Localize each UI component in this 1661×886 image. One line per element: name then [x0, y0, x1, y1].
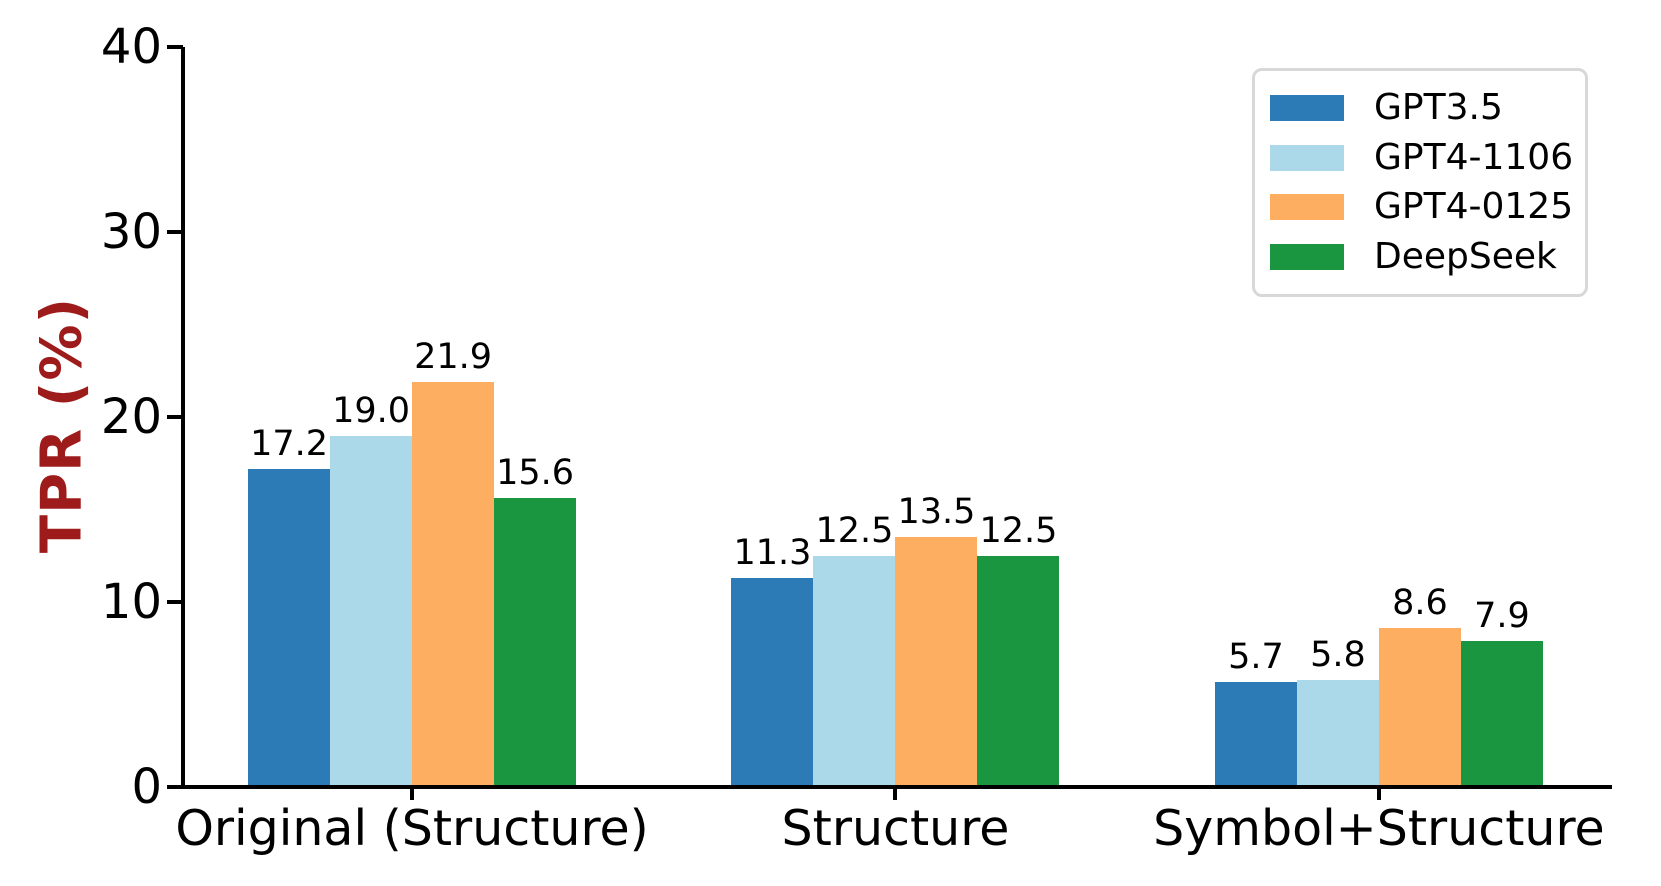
y-tick-mark — [167, 45, 183, 49]
legend-swatch-gpt3-5 — [1270, 95, 1344, 122]
bar-gpt4-1106-structure — [813, 555, 896, 787]
legend-swatch-gpt4-0125 — [1270, 194, 1344, 221]
y-tick-label: 10 — [100, 574, 162, 630]
y-axis-line — [181, 47, 185, 789]
legend-label: DeepSeek — [1374, 235, 1557, 277]
y-tick-mark — [167, 785, 183, 789]
y-tick-mark — [167, 415, 183, 419]
bar-value-label: 15.6 — [496, 453, 575, 494]
bar-deepseek-structure — [977, 555, 1060, 787]
y-tick-mark — [167, 230, 183, 234]
x-axis-line — [181, 785, 1612, 789]
legend-item-deepseek: DeepSeek — [1270, 235, 1585, 277]
y-tick-label: 20 — [100, 389, 162, 445]
bar-gpt4-0125-structure — [895, 537, 978, 787]
bar-value-label: 5.7 — [1228, 636, 1284, 677]
y-tick-label: 30 — [100, 204, 162, 260]
legend-label: GPT4-0125 — [1374, 186, 1574, 228]
bar-deepseek-symbol-structure — [1460, 640, 1543, 787]
bar-gpt4-0125-original-structure — [412, 381, 495, 787]
x-tick-label: Symbol+Structure — [1153, 800, 1605, 857]
bar-deepseek-original-structure — [494, 498, 577, 787]
x-tick-mark — [893, 787, 898, 800]
legend-swatch-gpt4-1106 — [1270, 144, 1344, 171]
bar-gpt3-5-structure — [731, 577, 814, 787]
x-tick-label: Original (Structure) — [175, 800, 649, 857]
bar-value-label: 17.2 — [250, 423, 329, 464]
legend-item-gpt3-5: GPT3.5 — [1270, 90, 1585, 126]
bar-value-label: 13.5 — [897, 492, 976, 533]
x-tick-label: Structure — [781, 800, 1010, 857]
bar-value-label: 12.5 — [815, 510, 894, 551]
bar-gpt4-1106-symbol-structure — [1296, 679, 1379, 787]
bar-value-label: 19.0 — [332, 390, 411, 431]
bar-gpt4-0125-symbol-structure — [1378, 627, 1461, 787]
x-tick-mark — [410, 787, 415, 800]
bar-gpt3-5-symbol-structure — [1214, 681, 1297, 787]
y-tick-mark — [167, 600, 183, 604]
bar-value-label: 5.8 — [1310, 634, 1366, 675]
legend-swatch-deepseek — [1270, 243, 1344, 270]
bar-value-label: 11.3 — [733, 532, 812, 573]
bar-value-label: 8.6 — [1392, 582, 1448, 623]
legend: GPT3.5 GPT4-1106 GPT4-0125 DeepSeek — [1252, 68, 1588, 297]
legend-item-gpt4-0125: GPT4-0125 — [1270, 189, 1585, 225]
x-tick-mark — [1376, 787, 1381, 800]
y-tick-label: 40 — [100, 19, 162, 75]
y-tick-label: 0 — [131, 759, 162, 815]
bar-gpt3-5-original-structure — [248, 468, 331, 787]
legend-label: GPT4-1106 — [1374, 136, 1574, 178]
legend-label: GPT3.5 — [1374, 87, 1503, 129]
bar-value-label: 7.9 — [1474, 595, 1530, 636]
legend-item-gpt4-1106: GPT4-1106 — [1270, 136, 1585, 178]
bar-gpt4-1106-original-structure — [330, 435, 413, 787]
bar-value-label: 21.9 — [414, 336, 493, 377]
bar-value-label: 12.5 — [979, 510, 1058, 551]
